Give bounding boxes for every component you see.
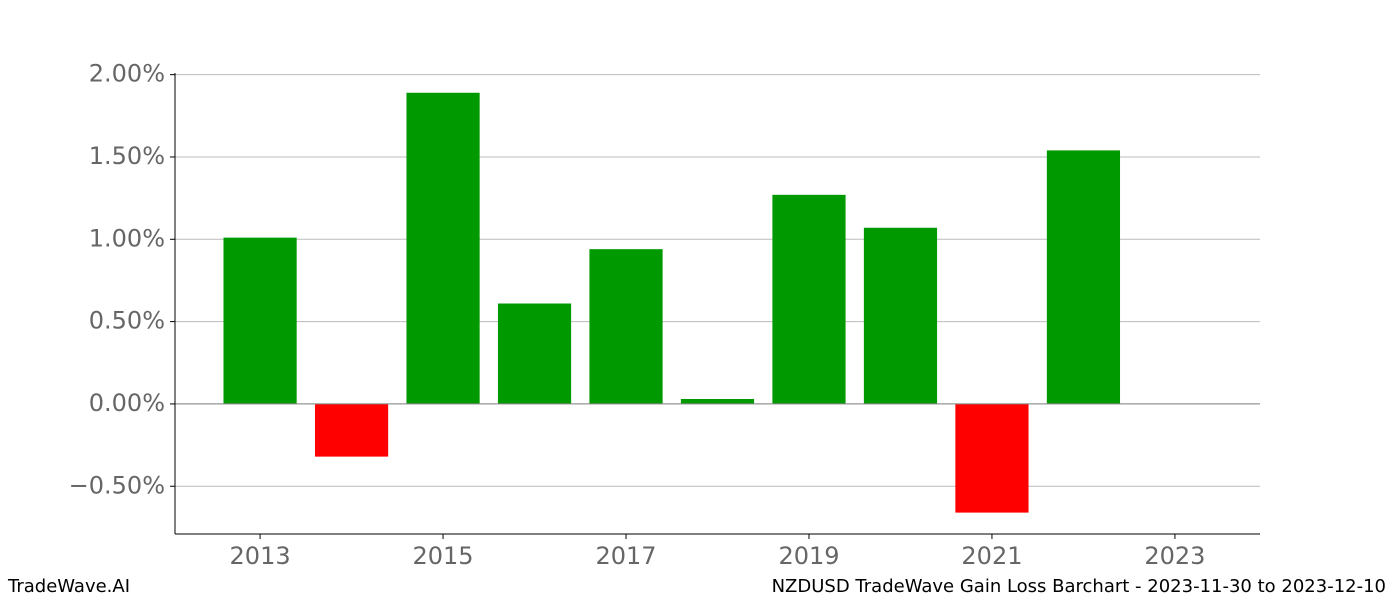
- y-tick-label: 0.50%: [89, 307, 165, 335]
- y-tick-label: −0.50%: [69, 471, 165, 499]
- bar: [314, 403, 389, 457]
- y-tick-label: 1.00%: [89, 224, 165, 252]
- bar: [1046, 150, 1121, 404]
- bar: [223, 237, 297, 404]
- y-tick-label: 0.00%: [89, 389, 165, 417]
- bar: [497, 303, 572, 404]
- x-tick-label: 2021: [961, 542, 1022, 570]
- x-tick-label: 2023: [1144, 542, 1205, 570]
- bar: [680, 398, 755, 404]
- y-tick-label: 2.00%: [89, 60, 165, 88]
- x-tick-label: 2015: [413, 542, 474, 570]
- bar: [589, 249, 663, 404]
- watermark: TradeWave.AI: [7, 576, 130, 597]
- x-tick-label: 2017: [595, 542, 656, 570]
- x-tick-label: 2013: [230, 542, 291, 570]
- bar: [955, 403, 1029, 513]
- chart-title: NZDUSD TradeWave Gain Loss Barchart - 20…: [772, 576, 1386, 597]
- bar: [406, 92, 480, 404]
- bar: [863, 227, 938, 404]
- bar: [772, 194, 846, 404]
- y-tick-label: 1.50%: [89, 142, 165, 170]
- x-tick-label: 2019: [778, 542, 839, 570]
